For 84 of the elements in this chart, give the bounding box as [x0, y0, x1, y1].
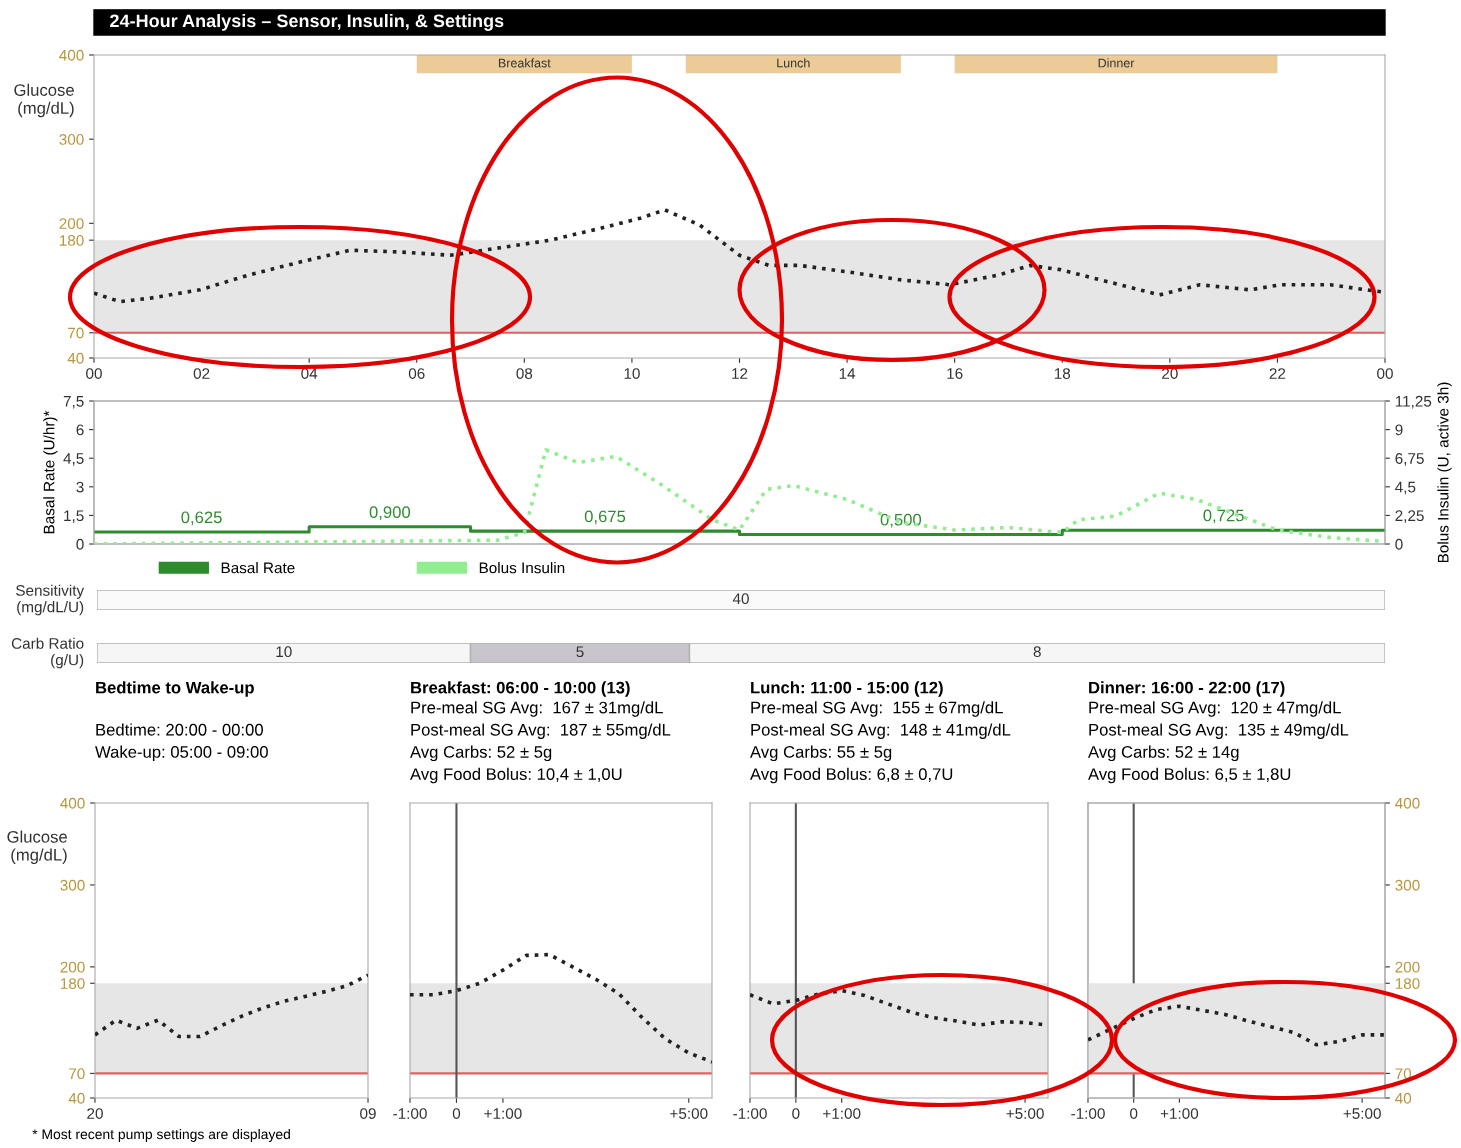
y2-tick-label: 9	[1395, 424, 1403, 436]
band-label: Lunch	[777, 58, 810, 68]
x-tick-label: 00	[86, 368, 102, 379]
x-tick-label: 16	[947, 368, 963, 379]
x-tick-label: +5:00	[670, 1108, 708, 1119]
y2-tick-label: 300	[1395, 879, 1420, 891]
x-tick-label: -1:00	[733, 1108, 767, 1119]
chart-title: 24-Hour Analysis – Sensor, Insulin, & Settings	[110, 13, 504, 31]
series-label: 8	[1033, 646, 1041, 658]
chart-subtitle: Pre-meal SG Avg: 120 ± 47mg/dL Post-meal SG Avg: 135 ± 49mg/dL Avg Carbs: 52 ± 14g Avg Food Bolus: 6,5 ± 1,8U	[1088, 701, 1349, 784]
y-tick-label: 7,5	[63, 396, 84, 409]
y-tick-label: 1,5	[64, 510, 84, 523]
x-tick-label: 20	[87, 1108, 103, 1119]
y-axis-title: Basal Rate (U/hr)*	[43, 410, 58, 534]
y-axis-title: Carb Ratio (g/U)	[11, 637, 84, 669]
x-tick-label: 04	[301, 368, 318, 379]
y-tick-label: 40	[68, 1092, 85, 1104]
x-tick-label: -1:00	[1071, 1108, 1105, 1119]
y-tick-label: 6	[76, 424, 84, 436]
y-tick-label: 3	[76, 481, 84, 493]
x-tick-label: 12	[732, 368, 748, 379]
y2-tick-label: 0	[1395, 538, 1403, 550]
y-tick-label: 200	[59, 218, 84, 230]
x-tick-label: 22	[1269, 368, 1286, 379]
chart-title: Bedtime to Wake-up	[96, 681, 254, 697]
x-tick-label: 14	[839, 368, 856, 379]
y-tick-label: 400	[60, 797, 85, 809]
x-tick-label: -1:00	[393, 1108, 427, 1119]
x-tick-label: 10	[624, 368, 640, 379]
series-label: 5	[576, 646, 584, 658]
band-label: Dinner	[1098, 58, 1135, 68]
y-tick-label: 200	[60, 961, 85, 973]
x-tick-label: 0	[452, 1108, 461, 1119]
x-tick-label: +1:00	[1160, 1108, 1199, 1119]
y-axis-title: Glucose (mg/dL)	[14, 83, 74, 118]
series-label: 10	[276, 646, 292, 658]
chart-title: Breakfast: 06:00 - 10:00 (13)	[411, 681, 630, 697]
chart-subtitle: Bedtime: 20:00 - 00:00 Wake-up: 05:00 - 09:00	[95, 723, 268, 762]
y-tick-label: 300	[59, 134, 84, 145]
y-tick-label: 70	[68, 327, 84, 339]
y2-tick-label: 40	[1395, 1092, 1412, 1104]
y-tick-label: 70	[69, 1068, 85, 1080]
y-tick-label: 400	[59, 49, 84, 61]
y2-tick-label: 4,5	[1395, 481, 1416, 495]
annotation: 0,675	[584, 510, 626, 525]
text: Sensitivity (mg/dL/U)	[16, 584, 85, 616]
chart-subtitle: Pre-meal SG Avg: 167 ± 31mg/dL Post-meal SG Avg: 187 ± 55mg/dL Avg Carbs: 52 ± 5g Avg Food Bolus: 10,4 ± 1,0U	[410, 701, 671, 784]
text: * Most recent pump settings are displayed	[32, 1128, 290, 1142]
chart-title: Lunch: 11:00 - 15:00 (12)	[751, 681, 943, 697]
y-tick-label: 180	[59, 235, 84, 246]
y2-tick-label: 180	[1395, 978, 1420, 989]
y2-tick-label: 200	[1395, 961, 1420, 973]
text: 40	[732, 593, 749, 605]
annotation: 0,625	[181, 511, 222, 526]
x-tick-label: +1:00	[484, 1108, 522, 1119]
x-tick-label: 18	[1054, 368, 1071, 379]
x-tick-label: 00	[1377, 368, 1393, 379]
y2-axis-title: Bolus Insulin (U, active 3h)	[1437, 382, 1452, 563]
y2-tick-label: 6,75	[1395, 453, 1424, 466]
x-tick-label: 0	[1130, 1108, 1138, 1119]
y-tick-label: 4,5	[63, 453, 84, 466]
x-tick-label: 0	[792, 1108, 800, 1119]
x-tick-label: 08	[516, 368, 533, 379]
x-tick-label: +1:00	[823, 1108, 861, 1119]
y2-tick-label: 70	[1395, 1068, 1412, 1080]
y-tick-label: 40	[67, 352, 84, 364]
y-tick-label: 0	[76, 538, 84, 550]
y-tick-label: 180	[60, 978, 85, 989]
chart-subtitle: Pre-meal SG Avg: 155 ± 67mg/dL Post-meal SG Avg: 148 ± 41mg/dL Avg Carbs: 55 ± 5g Avg Food Bolus: 6,8 ± 0,7U	[750, 701, 1011, 784]
y-tick-label: 300	[60, 879, 85, 891]
annotation: 0,900	[369, 506, 411, 520]
y2-tick-label: 400	[1395, 797, 1420, 809]
y2-tick-label: 2,25	[1395, 510, 1424, 523]
legend-label: Bolus Insulin	[479, 562, 565, 574]
chart-title: Dinner: 16:00 - 22:00 (17)	[1089, 681, 1285, 697]
x-tick-label: +5:00	[1343, 1108, 1381, 1119]
band-label: Breakfast	[498, 58, 551, 68]
y2-tick-label: 11,25	[1395, 395, 1432, 409]
legend-label: Basal Rate	[221, 562, 295, 574]
x-tick-label: 02	[193, 368, 210, 379]
x-tick-label: 06	[408, 368, 425, 379]
y-axis-title: Glucose (mg/dL)	[7, 830, 67, 864]
x-tick-label: 09	[360, 1108, 376, 1119]
x-tick-label: +5:00	[1006, 1108, 1044, 1119]
